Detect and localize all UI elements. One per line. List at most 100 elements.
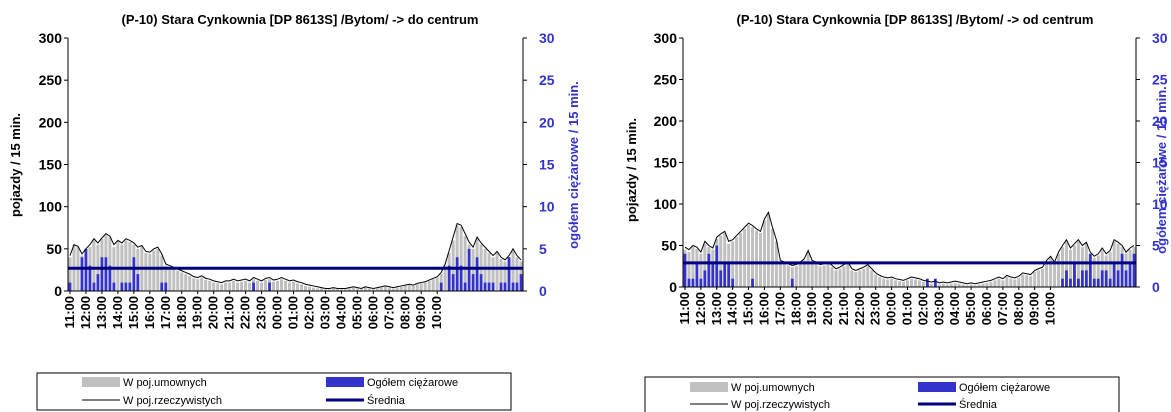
gross-bar (367, 288, 371, 291)
truck-bar (1108, 278, 1112, 287)
y2-tick-label: 0 (1152, 279, 1160, 295)
gross-bar (515, 257, 519, 291)
gross-bar (204, 280, 208, 291)
x-tick-label: 11:00 (62, 296, 77, 329)
gross-bar (487, 253, 491, 291)
gross-bar (1033, 272, 1037, 287)
gross-bar (495, 253, 499, 291)
y2-tick-label: 10 (1152, 196, 1168, 212)
gross-bar (391, 288, 395, 291)
y-tick-label: 250 (654, 72, 678, 88)
gross-bar (1045, 262, 1049, 287)
gross-bar (423, 282, 427, 291)
truck-bar (1116, 270, 1120, 287)
gross-bar (993, 280, 997, 287)
truck-bar (108, 265, 112, 291)
gross-bar (1084, 243, 1088, 287)
truck-bar (1076, 278, 1080, 287)
gross-bar (212, 282, 216, 291)
truck-bar (88, 265, 92, 291)
legend-right: W poj.umownych Ogółem ciężarowe W poj.rz… (644, 376, 1120, 412)
gross-bar (144, 253, 148, 291)
truck-bar (683, 253, 687, 287)
x-tick-label: 20:00 (206, 296, 221, 329)
gross-bar (882, 278, 886, 287)
x-tick-label: 07:00 (381, 296, 396, 329)
gross-bar (415, 284, 419, 291)
gross-bar (184, 274, 188, 291)
gross-bar (383, 286, 387, 291)
gross-bar (1001, 280, 1005, 287)
gross-bar (307, 286, 311, 291)
truck-bar (1128, 262, 1132, 287)
y-tick-label: 200 (654, 113, 678, 129)
x-tick-label: 10:00 (429, 296, 444, 329)
gross-bar (890, 278, 894, 287)
plot-area: 0 50 100 150 200 250 300 0 5 10 15 20 25 30 11:00 12:00… (654, 30, 1168, 325)
truck-bar (100, 257, 104, 291)
gross-bar (834, 270, 838, 287)
gross-bar (459, 226, 463, 291)
gross-bar (953, 282, 957, 287)
gross-bar (981, 283, 985, 287)
truck-bar (439, 282, 443, 291)
y-tick-label: 100 (39, 199, 63, 215)
gross-bar (291, 281, 296, 291)
gross-bar (822, 265, 826, 287)
gross-bar (886, 279, 890, 287)
y-tick-label: 300 (654, 30, 678, 46)
gross-bar (276, 280, 280, 291)
x-tick-label: 08:00 (1011, 292, 1026, 325)
gross-bar (906, 280, 910, 287)
y-axis-label: pojazdy / 15 min. (624, 118, 639, 222)
gross-bar (359, 289, 363, 291)
truck-bar (112, 282, 116, 291)
truck-bar (1092, 278, 1096, 287)
y2-tick-label: 25 (1152, 72, 1168, 88)
gross-bar (280, 279, 284, 291)
truck-bar (463, 282, 467, 291)
gross-bar (339, 289, 343, 291)
gross-bar (319, 288, 323, 291)
gross-bar (798, 263, 802, 287)
truck-bar (1088, 253, 1092, 287)
gross-bar (371, 289, 375, 291)
x-tick-label: 01:00 (286, 296, 301, 329)
truck-bar (1100, 270, 1104, 287)
gross-bar (1068, 249, 1072, 287)
x-tick-label: 14:00 (110, 296, 125, 329)
x-tick-label: 01:00 (900, 292, 915, 325)
gross-bar (691, 247, 695, 287)
gross-bar (248, 282, 252, 291)
truck-bar (790, 278, 794, 287)
y-axis-label: pojazdy / 15 min. (8, 113, 23, 217)
x-tick-label: 00:00 (884, 292, 899, 325)
x-tick-label: 23:00 (868, 292, 883, 325)
gross-bar (363, 287, 367, 291)
gross-bar (355, 288, 359, 291)
chart-from-center: (P-10) Stara Cynkownia [DP 8613S] /Bytom… (624, 12, 1169, 325)
legend-label-gross: W poj.umownych (731, 382, 815, 394)
truck-bar (128, 282, 132, 291)
gross-bar (284, 280, 288, 291)
gross-bar (224, 282, 228, 291)
gross-bar (985, 282, 989, 287)
truck-bar (1096, 278, 1100, 287)
gross-bar (172, 269, 176, 291)
truck-bar (96, 274, 100, 291)
truck-bar (727, 262, 731, 287)
y-tick-label: 150 (654, 155, 678, 171)
truck-bar (1061, 278, 1064, 287)
gross-bar (116, 242, 120, 291)
gross-bar (451, 240, 455, 291)
gross-bar (260, 282, 264, 291)
truck-bar (451, 274, 455, 291)
x-tick-label: 17:00 (772, 292, 787, 325)
gross-bar (794, 266, 798, 287)
gross-bar (347, 288, 351, 291)
truck-bar (1080, 270, 1084, 287)
truck-bar (691, 278, 695, 287)
gross-bar (427, 280, 431, 291)
x-tick-label: 11:00 (677, 292, 692, 325)
gross-bar (743, 228, 747, 287)
